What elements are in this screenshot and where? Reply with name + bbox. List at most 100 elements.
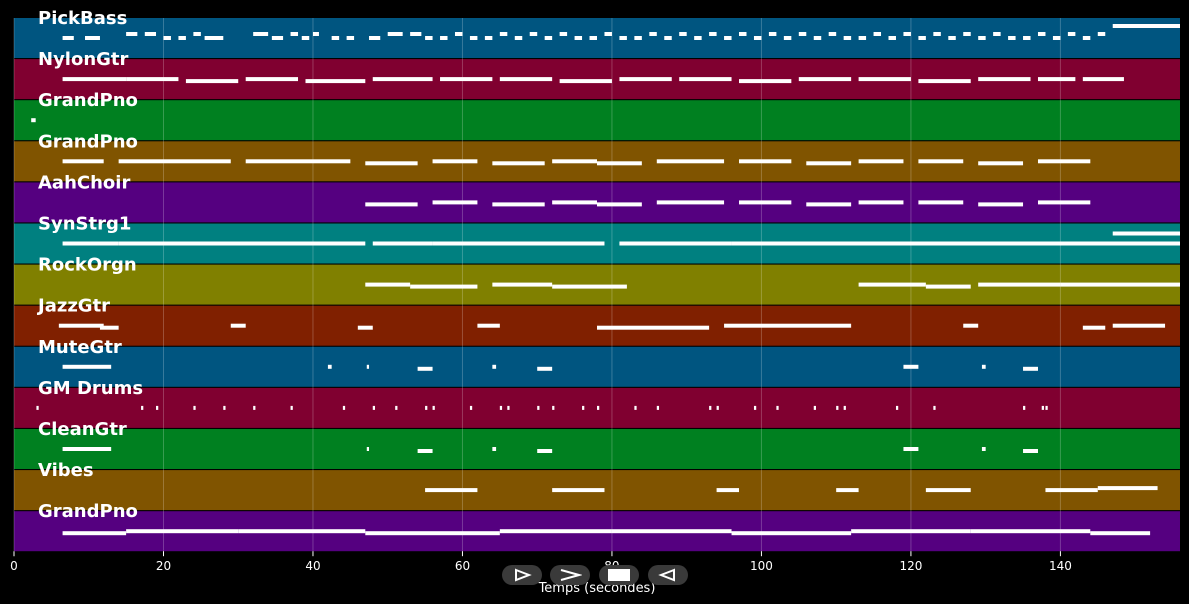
note (1090, 531, 1151, 536)
note (537, 449, 553, 453)
note (366, 364, 370, 369)
note (141, 405, 144, 410)
note (918, 79, 971, 84)
x-tick-label: 100 (750, 559, 773, 573)
note (312, 32, 319, 36)
note (301, 36, 310, 40)
note (193, 32, 201, 36)
note (597, 161, 642, 166)
note (813, 405, 816, 410)
track-lane (14, 346, 1180, 387)
note (918, 159, 964, 164)
note (417, 449, 433, 453)
note (649, 32, 657, 36)
note (245, 159, 351, 164)
note (895, 405, 899, 410)
note (918, 200, 964, 205)
note (193, 405, 196, 410)
note (724, 36, 732, 40)
note (679, 77, 732, 82)
note (798, 32, 807, 36)
note (62, 447, 112, 451)
track-label: RockOrgn (38, 255, 137, 276)
stop-button[interactable] (599, 565, 639, 585)
note (327, 364, 332, 369)
note (589, 36, 597, 40)
note (1023, 405, 1026, 410)
note (85, 36, 100, 40)
note (1023, 449, 1038, 453)
note (656, 200, 725, 205)
note (559, 79, 612, 84)
note (918, 36, 926, 40)
note (118, 241, 366, 246)
note (118, 159, 231, 164)
note (1060, 282, 1180, 287)
note (537, 366, 553, 371)
note (499, 529, 612, 534)
note (634, 405, 637, 410)
note (978, 77, 1031, 82)
note (395, 405, 398, 410)
note (372, 405, 376, 410)
note (331, 36, 340, 40)
note (574, 36, 583, 40)
note (933, 405, 936, 410)
note (36, 405, 39, 410)
note (372, 77, 433, 82)
note (1023, 36, 1031, 40)
note (753, 36, 762, 40)
note (410, 32, 422, 36)
note (365, 282, 411, 287)
play-button[interactable] (502, 565, 542, 585)
note (619, 36, 627, 40)
track-label: GrandPno (38, 90, 138, 111)
note (204, 36, 224, 40)
note (903, 364, 919, 369)
note (597, 405, 600, 410)
note (858, 200, 904, 205)
track-label: AahChoir (38, 172, 130, 193)
note (499, 32, 508, 36)
note (365, 531, 500, 536)
note (1037, 159, 1091, 164)
note (156, 405, 159, 410)
track-lane (14, 429, 1180, 469)
note (369, 36, 381, 40)
note (346, 36, 355, 40)
note (163, 36, 171, 40)
note (981, 364, 986, 369)
note (425, 36, 433, 40)
note (806, 161, 852, 166)
note (1082, 325, 1106, 330)
note (552, 200, 597, 205)
note (716, 488, 740, 493)
note (387, 32, 403, 36)
note (552, 159, 597, 164)
note (933, 32, 941, 36)
note (357, 325, 373, 330)
note (469, 36, 478, 40)
note (372, 241, 433, 246)
note (903, 32, 911, 36)
forward-button[interactable] (550, 565, 590, 585)
note (1041, 405, 1044, 410)
note (978, 161, 1024, 166)
note (1052, 36, 1061, 40)
note (993, 32, 1001, 36)
track-label: GM Drums (38, 378, 143, 399)
note (1082, 77, 1124, 82)
note (597, 202, 642, 207)
track-label: GrandPno (38, 501, 138, 522)
note (253, 32, 269, 36)
note (62, 159, 104, 164)
note (305, 79, 366, 84)
reverse-button[interactable] (648, 565, 688, 585)
note (813, 36, 822, 40)
note (342, 405, 346, 410)
note (963, 32, 971, 36)
note (492, 364, 497, 369)
note (1112, 323, 1166, 328)
labels-layer: PickBass NylonGtr GrandPno GrandPno AahChoir… (36, 8, 143, 522)
